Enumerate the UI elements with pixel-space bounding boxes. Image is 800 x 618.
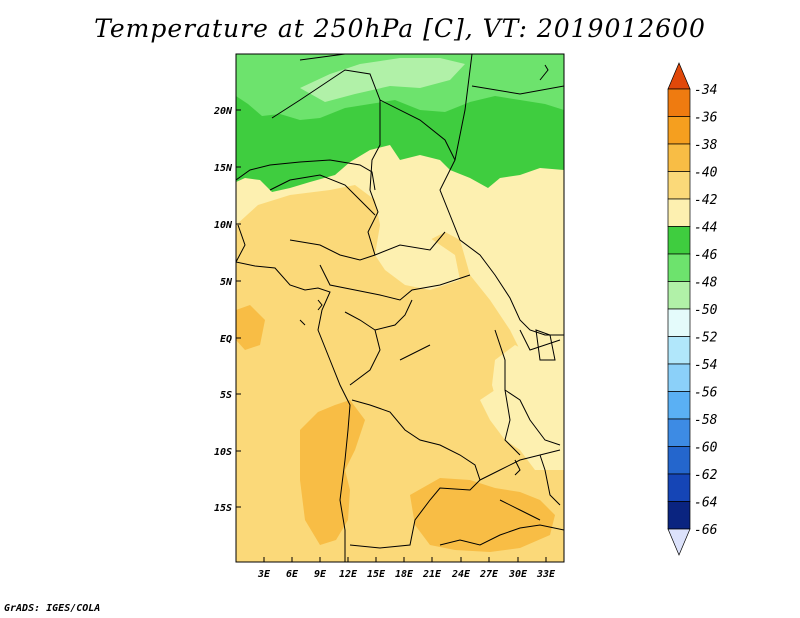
colorbar-swatch bbox=[667, 501, 691, 530]
lon-label: 15E bbox=[367, 569, 386, 580]
colorbar-label: -40 bbox=[694, 166, 718, 181]
colorbar-top-arrow bbox=[667, 62, 691, 90]
colorbar-label: -58 bbox=[694, 413, 718, 428]
colorbar-label: -66 bbox=[694, 523, 718, 538]
lon-label: 12E bbox=[339, 569, 358, 580]
colorbar-swatch bbox=[667, 336, 691, 365]
lat-label: 10N bbox=[214, 220, 233, 231]
lat-label: 20N bbox=[213, 106, 233, 117]
lat-label: 10S bbox=[214, 447, 232, 458]
lat-label: 5N bbox=[220, 277, 233, 288]
lon-label: 24E bbox=[451, 569, 471, 580]
colorbar-swatch bbox=[667, 226, 691, 255]
colorbar-label: -38 bbox=[694, 138, 718, 153]
colorbar-swatch bbox=[667, 88, 691, 117]
colorbar-label: -36 bbox=[694, 111, 718, 126]
field-level-48 bbox=[300, 58, 465, 102]
lat-label: 15N bbox=[214, 163, 233, 174]
lon-label: 27E bbox=[479, 569, 499, 580]
colorbar-swatch bbox=[667, 143, 691, 172]
colorbar-swatch bbox=[667, 308, 691, 337]
map-title: Temperature at 250hPa [C], VT: 201901260… bbox=[94, 14, 706, 43]
colorbar-swatch bbox=[667, 171, 691, 200]
colorbar-swatch bbox=[667, 281, 691, 310]
colorbar-label: -48 bbox=[694, 276, 718, 291]
lon-label: 21E bbox=[422, 569, 442, 580]
field-level-38-south bbox=[410, 478, 555, 552]
lon-label: 30E bbox=[508, 569, 528, 580]
latitude-axis: 20N 15N 10N 5N EQ 5S 10S 15S bbox=[213, 106, 241, 514]
lon-label: 18E bbox=[395, 569, 414, 580]
colorbar-swatch bbox=[667, 418, 691, 447]
lon-label: 33E bbox=[536, 569, 556, 580]
coastlines-borders bbox=[236, 54, 564, 562]
colorbar-swatch bbox=[667, 446, 691, 475]
colorbar-label: -52 bbox=[694, 331, 718, 346]
lat-label: 15S bbox=[214, 503, 232, 514]
colorbar-label: -34 bbox=[694, 83, 717, 98]
colorbar-label: -56 bbox=[694, 386, 718, 401]
lat-label: EQ bbox=[220, 334, 232, 345]
field-level-38 bbox=[300, 400, 365, 545]
colorbar-swatch bbox=[667, 363, 691, 392]
colorbar-label: -50 bbox=[694, 303, 718, 318]
lat-label: 5S bbox=[220, 390, 232, 401]
map-panel bbox=[235, 53, 565, 563]
colorbar-label: -64 bbox=[694, 496, 717, 511]
colorbar-bottom-arrow bbox=[667, 528, 691, 556]
colorbar-swatch bbox=[667, 198, 691, 227]
field-level-46 bbox=[236, 54, 564, 120]
map-frame bbox=[235, 53, 565, 563]
longitude-axis: 3E 6E 9E 12E 15E 18E 21E 24E 27E 30E 33E bbox=[257, 557, 556, 580]
colorbar-swatch bbox=[667, 473, 691, 502]
field-level-42-patch bbox=[375, 238, 460, 290]
colorbar-label: -46 bbox=[694, 248, 718, 263]
colorbar-swatch bbox=[667, 116, 691, 145]
colorbar: -34 -36 -38 -40 -42 -44 -46 -48 -50 -52 -54 -56 -58 -… bbox=[667, 62, 718, 556]
lon-label: 9E bbox=[314, 569, 327, 580]
lon-label: 3E bbox=[257, 569, 271, 580]
colorbar-label: -42 bbox=[694, 193, 718, 208]
colorbar-swatch bbox=[667, 391, 691, 420]
colorbar-label: -44 bbox=[694, 221, 717, 236]
field-level-42-patch-east bbox=[492, 345, 550, 430]
grads-credit: GrADS: IGES/COLA bbox=[4, 603, 101, 614]
colorbar-swatch bbox=[667, 253, 691, 282]
colorbar-label: -54 bbox=[694, 358, 717, 373]
lon-label: 6E bbox=[286, 569, 299, 580]
colorbar-label: -60 bbox=[694, 441, 718, 456]
colorbar-label: -62 bbox=[694, 468, 718, 483]
field-level-38-patch bbox=[236, 305, 265, 350]
